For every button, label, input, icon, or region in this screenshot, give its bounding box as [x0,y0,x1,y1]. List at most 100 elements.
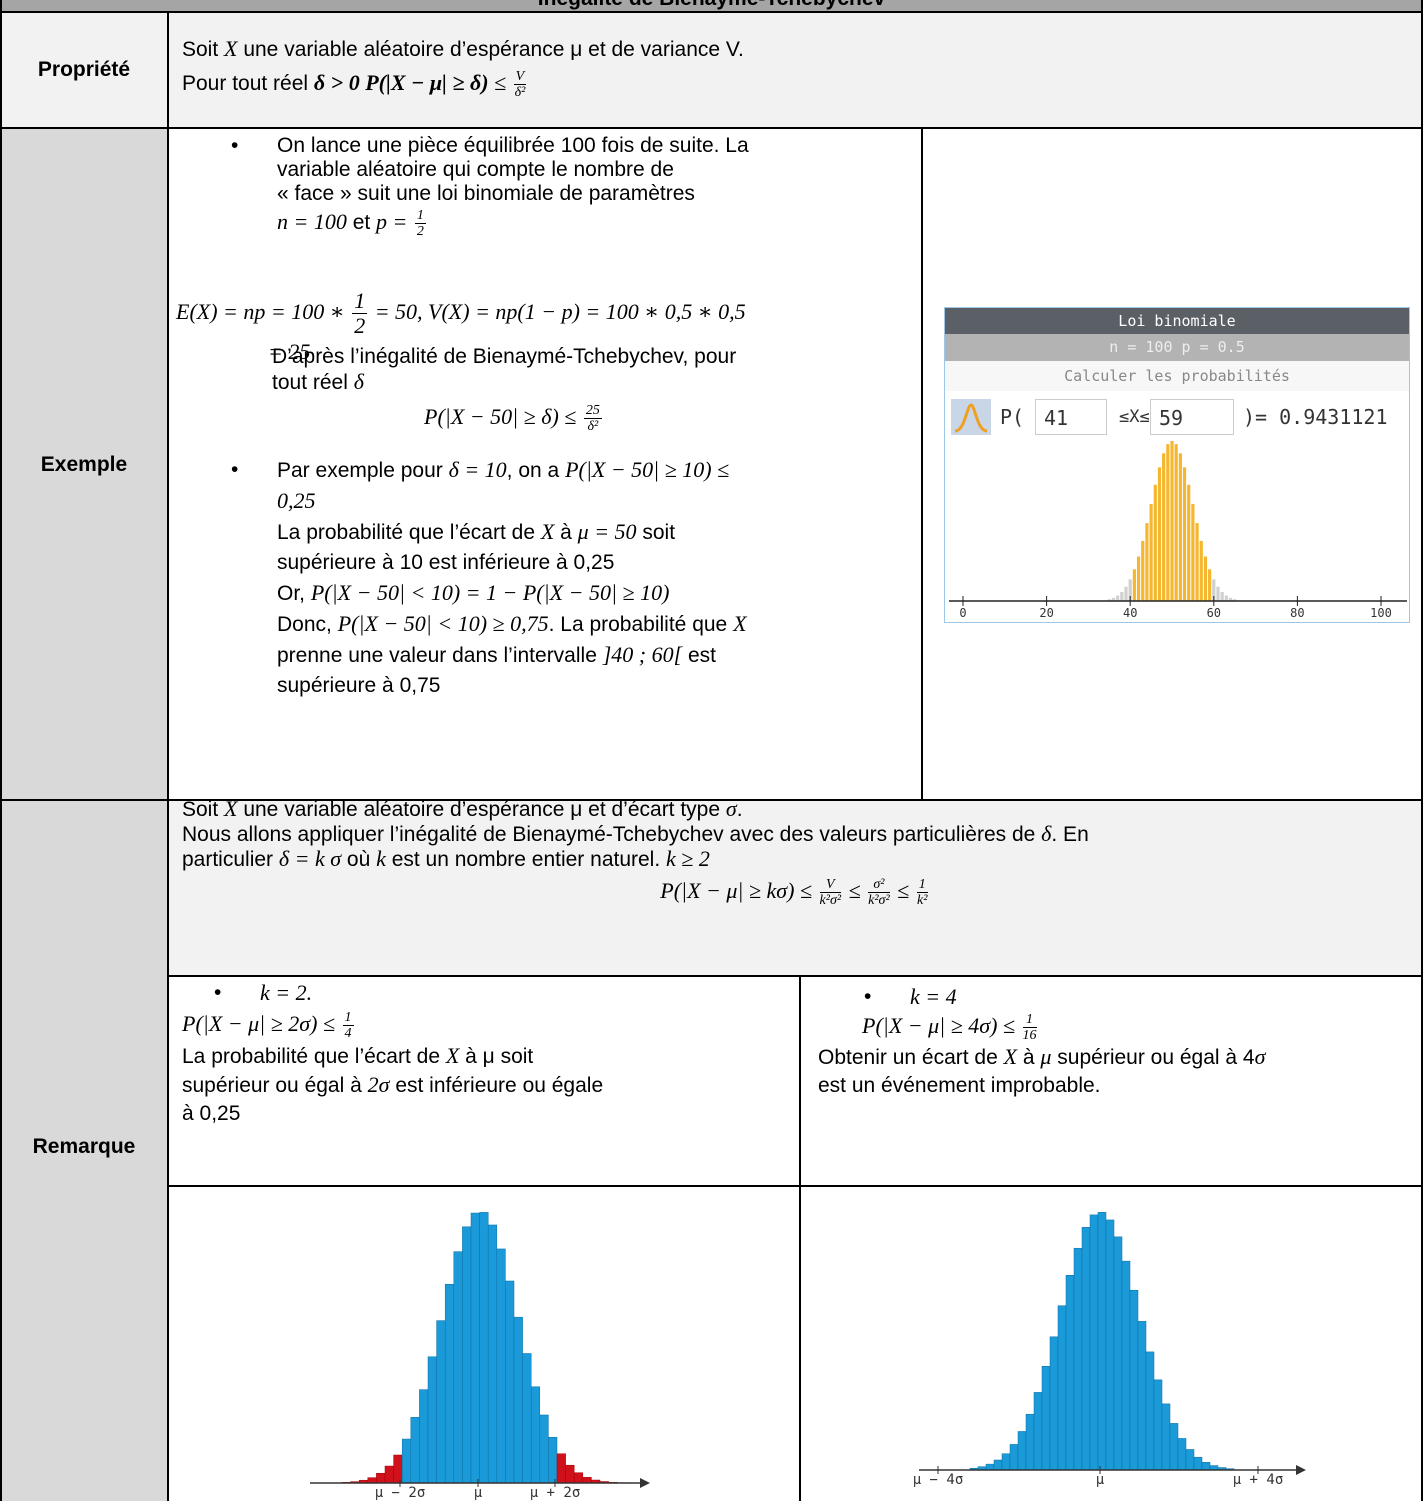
histogram-bar [1145,523,1148,601]
text: Soit [182,798,224,821]
histogram-bar [376,1473,385,1483]
histogram-bar [454,1252,463,1483]
text-line: particulier δ = k σ où k est un nombre e… [182,847,1408,872]
math: P(|X − μ| ≥ 2σ) ≤ [182,1011,341,1036]
text: Or, [277,582,311,605]
text-line: « face » suit une loi binomiale de param… [277,182,749,206]
fraction: 1k² [917,877,928,908]
histogram-bar [1187,485,1190,601]
histogram-bar [566,1465,575,1483]
histogram-bar [1116,596,1119,601]
axis-label: μ + 4σ [1233,1472,1284,1488]
text: Donc, [277,613,338,636]
math: p = [376,209,413,234]
denominator: 2 [352,314,367,338]
x-tick-label: 40 [1123,606,1137,620]
page: Inégalité de Bienaymé-Tchebychev Proprié… [0,0,1423,1501]
text-line: Soit X une variable aléatoire d’espéranc… [182,797,1408,822]
histogram-bar [1058,1306,1066,1470]
fraction: 12 [415,208,426,239]
text: Par exemple pour [277,459,449,482]
histogram-bar [505,1281,514,1483]
histogram-bar [986,1464,994,1470]
text-line: tout réel δ [272,369,736,396]
fraction: 116 [1023,1012,1037,1043]
text: à [554,521,577,544]
math: X [224,36,237,61]
text-line: D’après l’inégalité de Bienaymé-Tchebych… [272,345,736,369]
histogram-bar [385,1466,394,1483]
math: k = 2. [260,980,312,1005]
text-line: k = 2. [260,980,603,1007]
math: k ≥ 2 [666,846,710,871]
histogram-bar [368,1478,377,1483]
text-line: k = 4 [910,984,1265,1011]
math: k [376,846,386,871]
text: à [1017,1046,1040,1069]
text: La probabilité que l’écart de [277,521,541,544]
histogram-bar [1170,441,1173,601]
histogram-bar [994,1460,1002,1470]
text: Pour tout réel [182,72,314,95]
text-line: est un événement improbable. [818,1072,1265,1100]
histogram-bar [1221,592,1224,601]
histogram-left: μ − 2σμμ + 2σ [168,1187,799,1501]
text-block: Par exemple pour δ = 10, on a P(|X − 50|… [277,455,747,701]
header-title: Inégalité de Bienaymé-Tchebychev [0,0,1423,11]
histogram-bar [514,1317,523,1483]
math: σ [726,796,737,821]
arrow [640,1478,650,1488]
math: X [446,1043,459,1068]
histogram-bar [1225,596,1228,601]
histogram-bar [1130,1290,1138,1470]
text: où [341,848,376,871]
border [921,128,923,800]
border [0,127,1423,129]
histogram-bar [1141,541,1144,601]
histogram-bar [437,1321,446,1483]
math-bold: δ > 0 P(|X − μ| ≥ δ) [314,70,489,95]
x-tick-label: 80 [1290,606,1304,620]
numerator: 1 [352,289,367,314]
histogram-bar [1002,1454,1010,1470]
histogram-bar [462,1227,471,1483]
x-tick-label: 60 [1207,606,1221,620]
histogram-bar [1195,523,1198,601]
math: = 50, V(X) = np(1 − p) = 100 ∗ 0,5 ∗ 0,5 [369,299,745,324]
histogram-bar [480,1212,489,1483]
axis-label: μ − 4σ [913,1472,964,1488]
math: ≤ [892,878,915,903]
histogram-bar [1216,587,1219,601]
math: P(|X − μ| ≥ kσ) ≤ [660,878,817,903]
histogram-bar [1042,1366,1050,1470]
histogram-bar [1146,1352,1154,1470]
text-line: Par exemple pour δ = 10, on a P(|X − 50|… [277,455,747,486]
math: μ [1040,1044,1051,1069]
math: P(|X − 50| ≥ δ) ≤ [424,404,582,429]
fraction: σ²k²σ² [868,877,890,908]
numerator: 1 [415,208,426,224]
denominator: δ² [514,85,527,100]
text: On lance une pièce équilibrée 100 fois d… [277,134,749,157]
text-line: Donc, P(|X − 50| < 10) ≥ 0,75. La probab… [277,609,747,640]
text: . [737,798,743,821]
histogram-bar [1183,467,1186,601]
histogram-bar [1034,1392,1042,1470]
histogram-bar [1170,1423,1178,1470]
numerator: 25 [584,403,602,419]
math: X [224,796,237,821]
math: E(X) = np = 100 ∗ [176,299,350,324]
math: P(|X − μ| ≥ 4σ) ≤ [862,1013,1021,1038]
histogram-bar [1114,1237,1122,1470]
histogram-bar [1158,467,1161,601]
denominator: 2 [415,224,426,239]
text: une variable aléatoire d’espérance μ et … [237,798,725,821]
text-line: Or, P(|X − 50| < 10) = 1 − P(|X − 50| ≥ … [277,578,747,609]
histogram-bar [1191,504,1194,601]
text-line: La probabilité que l’écart de X à μ soit [182,1042,603,1071]
histogram-bar [411,1417,420,1483]
math: ]40 ; 60[ [603,642,682,667]
text: supérieure à 10 est inférieure à 0,25 [277,551,614,574]
row-label: Propriété [0,58,168,82]
